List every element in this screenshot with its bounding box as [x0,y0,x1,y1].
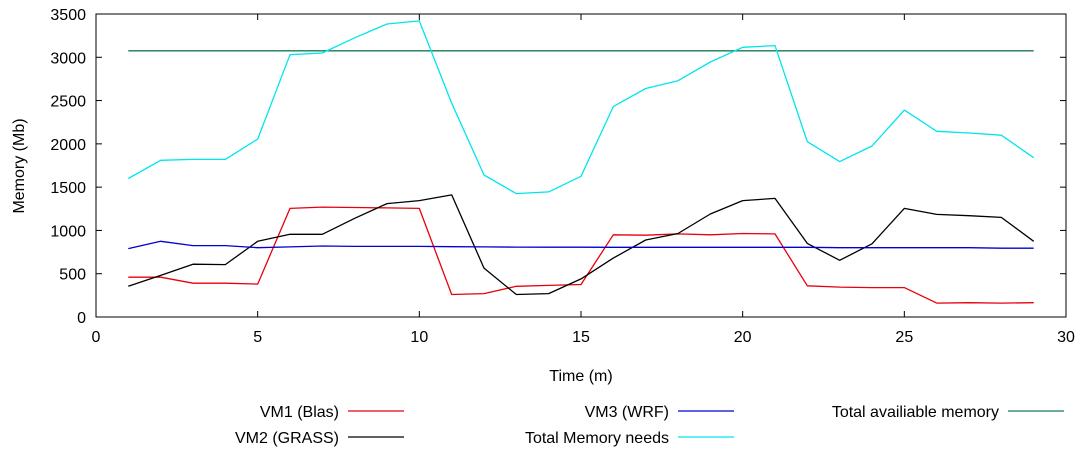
axis-ticks [95,13,1067,318]
x-tick-label: 30 [1057,329,1075,346]
series-line-vm1-blas [128,206,1034,304]
y-tick-label: 500 [59,267,86,284]
legend-label-total-availiable-memory: Total availiable memory [832,404,999,421]
legend-label-vm1-blas: VM1 (Blas) [260,404,339,421]
y-tick-label: 0 [77,310,86,327]
y-tick-label: 3500 [50,7,86,24]
y-axis-label: Memory (Mb) [11,118,28,213]
x-axis-label: Time (m) [549,368,612,385]
series-line-vm3-wrf [128,240,1034,250]
x-tick-label: 5 [253,329,262,346]
y-tick-label: 2000 [50,137,86,154]
y-tick-label: 3000 [50,50,86,67]
y-tick-label: 1500 [50,180,86,197]
x-tick-label: 25 [895,329,913,346]
legend: VM1 (Blas) VM2 (GRASS) VM3 (WRF) Total Memo… [235,404,1064,447]
series-line-total-memory-needs [127,20,1035,195]
x-tick-label: 10 [410,329,428,346]
legend-label-vm2-grass: VM2 (GRASS) [235,430,339,447]
series-lines [127,20,1035,304]
y-tick-label: 1000 [50,223,86,240]
plot-frame [95,13,1067,318]
legend-label-total-memory-needs: Total Memory needs [525,430,669,447]
series-line-vm2-grass [128,194,1035,296]
legend-label-vm3-wrf: VM3 (WRF) [585,404,669,421]
y-tick-label: 2500 [50,94,86,111]
x-tick-label: 20 [734,329,752,346]
tick-labels: 0 5 10 15 20 25 30 0 500 1000 1500 2000 2500 3000 3500 [50,7,1075,346]
x-tick-label: 0 [92,329,101,346]
x-tick-label: 15 [572,329,590,346]
